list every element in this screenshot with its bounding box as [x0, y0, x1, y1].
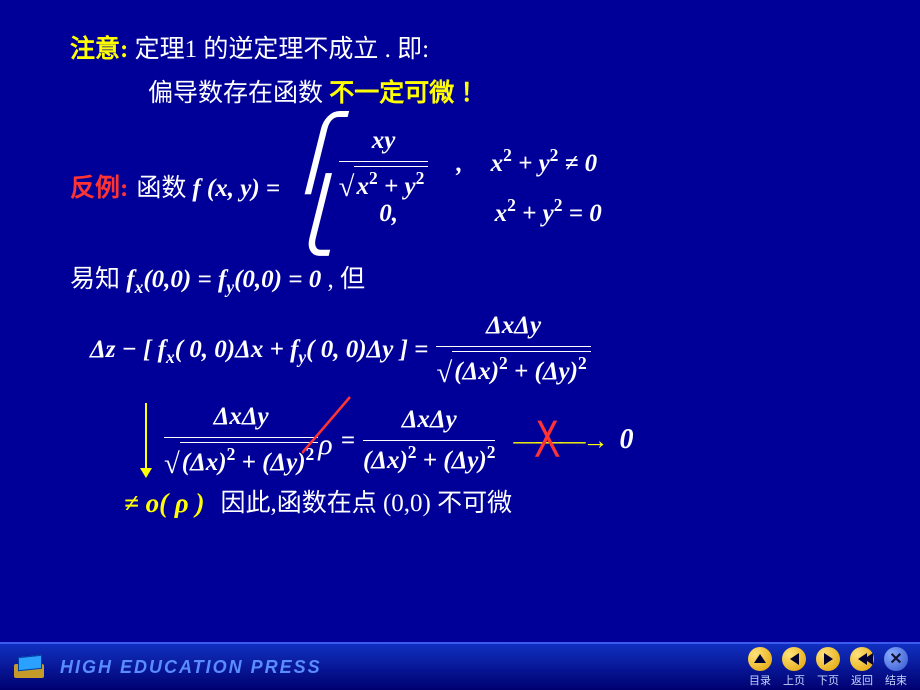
- nav-prev[interactable]: 上页: [782, 647, 806, 688]
- l4-num: ΔxΔy: [436, 306, 590, 346]
- l3-prefix: 易知: [70, 266, 126, 293]
- line1-text: 定理1 的逆定理不成立 . 即:: [135, 36, 429, 63]
- nav-prev-label: 上页: [783, 672, 805, 688]
- nav-next[interactable]: 下页: [816, 647, 840, 688]
- body-line-3: 易知 fx(0,0) = fy(0,0) = 0 , 但: [70, 260, 860, 300]
- counterexample-label: 反例:: [70, 169, 128, 209]
- l5b-den: (Δx)2 + (Δy)2: [363, 440, 496, 481]
- footer-bar: HIGH EDUCATION PRESS 目录 上页 下页 返回 ✕ 结束: [0, 642, 920, 690]
- body-line-6: ≠ o( ρ ) 因此,函数在点 (0,0) 不可微: [70, 482, 860, 525]
- l6-conclusion: 因此,函数在点 (0,0) 不可微: [220, 484, 512, 524]
- case1-comma: ,: [456, 144, 462, 184]
- attention-line-2: 偏导数存在函数 不一定可微 ！: [70, 74, 860, 114]
- l5-zero: 0: [619, 418, 633, 463]
- counterexample-prefix: 函数: [136, 169, 186, 209]
- case1-cond: x2 + y2 ≠ 0: [491, 144, 598, 184]
- press-text: HIGH EDUCATION PRESS: [60, 657, 322, 678]
- piecewise-body: xy x2 + y2 , x2 + y2 ≠ 0 0, x2 + y2 = 0: [339, 139, 602, 239]
- case1-den: x2 + y2: [354, 166, 428, 207]
- attention-label: 注意:: [70, 36, 128, 63]
- l6-neq: ≠ o( ρ ): [124, 482, 204, 525]
- nav-group: 目录 上页 下页 返回 ✕ 结束: [748, 647, 908, 688]
- l5-num: ΔxΔy: [164, 397, 318, 437]
- yellow-arrow-down: [140, 403, 152, 478]
- book-icon: [10, 650, 50, 684]
- nav-next-label: 下页: [817, 672, 839, 688]
- left-brace: ⎧⎩: [286, 122, 339, 248]
- counterexample-row: 反例: 函数 f (x, y) = ⎧⎩ xy x2 + y2 , x2 + y…: [70, 126, 860, 252]
- line2-highlight: 不一定可微 ！: [329, 80, 485, 107]
- slide-content: 注意: 定理1 的逆定理不成立 . 即: 偏导数存在函数 不一定可微 ！ 反例:…: [0, 0, 920, 690]
- case1-num: xy: [339, 121, 429, 161]
- nav-toc-label: 目录: [749, 672, 771, 688]
- l5-den: (Δx)2 + (Δy)2: [180, 442, 319, 483]
- func-head: f (x, y) =: [192, 169, 280, 209]
- l5b-num: ΔxΔy: [363, 400, 496, 440]
- line2-prefix: 偏导数存在函数: [148, 80, 329, 107]
- nav-toc[interactable]: 目录: [748, 647, 772, 688]
- l4-den: (Δx)2 + (Δy)2: [452, 351, 591, 392]
- l5-eq: =: [341, 421, 355, 461]
- divide-rho: ρ: [318, 417, 332, 465]
- case2-cond: x2 + y2 = 0: [495, 194, 602, 234]
- body-line-4: Δz − [ fx( 0, 0)Δx + fy( 0, 0)Δy ] = ΔxΔ…: [70, 306, 860, 393]
- nav-end[interactable]: ✕ 结束: [884, 647, 908, 688]
- nav-back[interactable]: 返回: [850, 647, 874, 688]
- nav-end-label: 结束: [885, 672, 907, 688]
- attention-line-1: 注意: 定理1 的逆定理不成立 . 即:: [70, 30, 860, 70]
- nav-back-label: 返回: [851, 672, 873, 688]
- l3-suffix: , 但: [328, 266, 366, 293]
- body-line-5: ΔxΔy (Δx)2 + (Δy)2 ρ = ΔxΔy (Δx)2 + (Δy)…: [70, 397, 860, 484]
- l4-expr: Δz − [ fx( 0, 0)Δx + fy( 0, 0)Δy ] =: [90, 330, 428, 370]
- l3-fx: fx(0,0) = fy(0,0) = 0: [126, 266, 321, 293]
- not-tends-arrow: ———→ ╲ ╲: [513, 420, 605, 462]
